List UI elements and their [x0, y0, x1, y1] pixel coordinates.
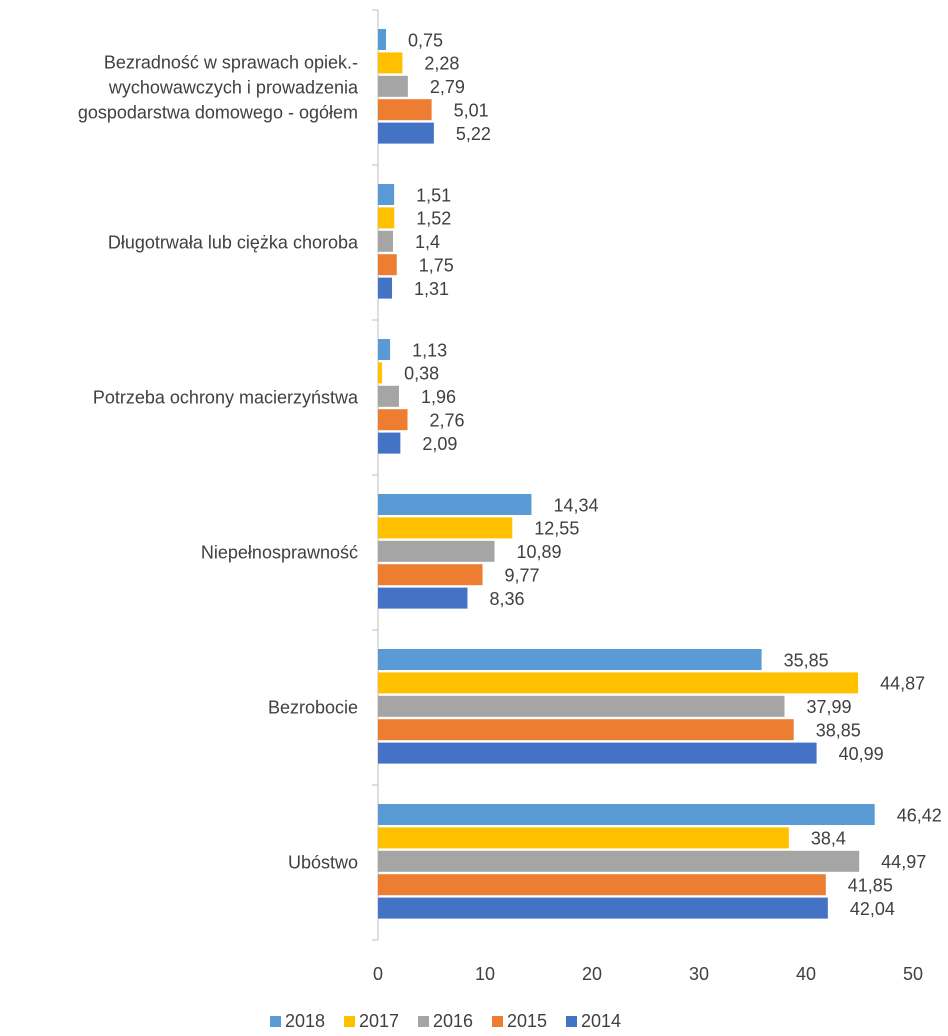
bar: [378, 230, 393, 252]
bar: [378, 587, 468, 609]
data-label: 38,4: [811, 829, 846, 849]
data-label: 44,97: [881, 852, 926, 872]
x-tick-label: 0: [373, 964, 383, 984]
data-label: 1,52: [416, 209, 451, 229]
data-label: 0,38: [404, 364, 439, 384]
data-label: 2,09: [422, 434, 457, 454]
data-label: 5,01: [454, 100, 489, 120]
data-label: 2,76: [430, 410, 465, 430]
data-label: 44,87: [880, 674, 925, 694]
bar: [378, 29, 387, 50]
category-label: Bezradność w sprawach opiek.- wychowawcz…: [77, 52, 358, 122]
data-label: 2,79: [430, 77, 465, 97]
data-label: 12,55: [534, 519, 579, 539]
bar: [378, 339, 391, 360]
bar: [378, 184, 395, 205]
bar: [378, 672, 859, 694]
legend-label: 2017: [359, 1011, 399, 1031]
bar: [378, 742, 817, 764]
legend-label: 2018: [285, 1011, 325, 1031]
category-label: Długotrwała lub ciężka choroba: [107, 232, 358, 252]
data-label: 0,75: [408, 30, 443, 50]
data-label: 40,99: [839, 744, 884, 764]
x-tick-label: 50: [903, 964, 923, 984]
data-label: 41,85: [848, 875, 893, 895]
bar: [378, 432, 401, 454]
data-label: 1,13: [412, 340, 447, 360]
x-tick-label: 30: [689, 964, 709, 984]
legend-swatch: [566, 1016, 577, 1027]
data-label: 2,28: [424, 54, 459, 74]
bar: [378, 254, 397, 276]
data-label: 35,85: [784, 650, 829, 670]
data-label: 14,34: [553, 495, 598, 515]
legend-label: 2014: [581, 1011, 621, 1031]
category-label: Niepełnosprawność: [200, 542, 358, 562]
bar: [378, 75, 408, 97]
data-label: 37,99: [806, 697, 851, 717]
legend-swatch: [418, 1016, 429, 1027]
bar: [378, 540, 495, 562]
legend-swatch: [270, 1016, 281, 1027]
x-tick-label: 40: [796, 964, 816, 984]
data-label: 5,22: [456, 124, 491, 144]
data-label: 1,96: [421, 387, 456, 407]
legend-label: 2015: [507, 1011, 547, 1031]
x-tick-label: 20: [582, 964, 602, 984]
bar: [378, 277, 393, 299]
data-label: 8,36: [489, 589, 524, 609]
bar: [378, 52, 403, 74]
bar: [378, 517, 513, 539]
data-label: 1,51: [416, 185, 451, 205]
data-label: 1,31: [414, 279, 449, 299]
data-label: 38,85: [816, 720, 861, 740]
data-label: 1,4: [415, 232, 440, 252]
bar: [378, 409, 408, 431]
data-label: 46,42: [897, 805, 942, 825]
bar: [378, 362, 383, 384]
bar: [378, 99, 432, 121]
data-label: 9,77: [505, 565, 540, 585]
category-label: Bezrobocie: [267, 697, 358, 717]
bar: [378, 385, 399, 407]
legend-swatch: [492, 1016, 503, 1027]
bar: [378, 804, 875, 825]
bar: [378, 564, 483, 586]
legend-label: 2016: [433, 1011, 473, 1031]
bar: [378, 897, 828, 919]
bar: [378, 827, 789, 849]
category-label: Potrzeba ochrony macierzyństwa: [92, 387, 358, 407]
category-label: Ubóstwo: [287, 852, 358, 872]
bar: [378, 207, 395, 229]
data-label: 1,75: [419, 255, 454, 275]
bar: [378, 850, 860, 872]
bar: [378, 494, 532, 515]
data-label: 42,04: [850, 899, 895, 919]
bar: [378, 695, 785, 717]
bar: [378, 874, 826, 896]
bar: [378, 719, 794, 741]
bar: [378, 649, 762, 670]
x-tick-label: 10: [475, 964, 495, 984]
legend-swatch: [344, 1016, 355, 1027]
data-label: 10,89: [517, 542, 562, 562]
bar: [378, 122, 434, 144]
